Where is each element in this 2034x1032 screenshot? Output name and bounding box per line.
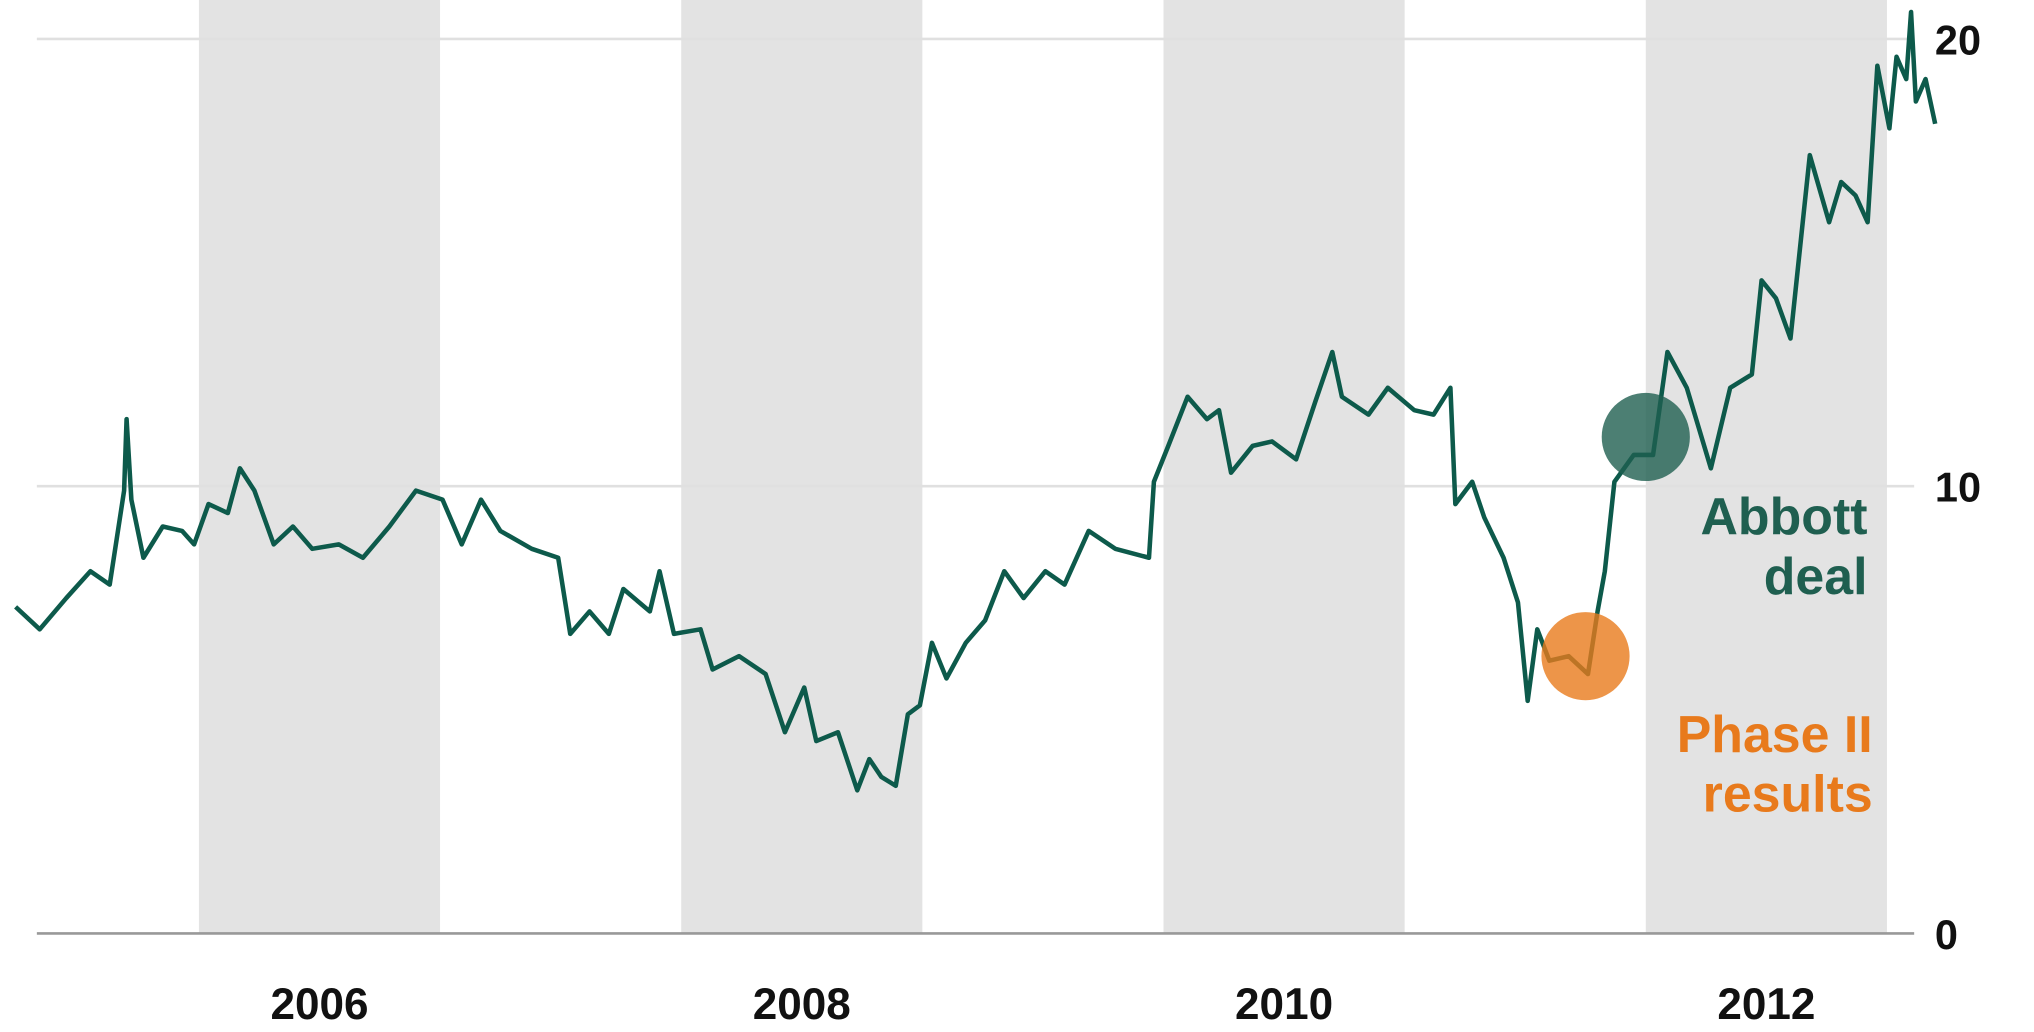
y-tick-label: 10	[1935, 464, 1981, 511]
year-band	[1163, 0, 1405, 934]
year-band	[681, 0, 923, 934]
x-tick-label: 2010	[1235, 980, 1333, 1029]
year-band	[198, 0, 441, 934]
annotation-marker	[1601, 392, 1690, 482]
annotation-text: Phase II	[1677, 705, 1873, 763]
price-line	[14, 9, 1938, 793]
year-band	[1645, 0, 1887, 934]
y-tick-label: 20	[1935, 16, 1981, 63]
annotation-marker	[1541, 612, 1630, 701]
annotation-text: Abbott	[1701, 487, 1868, 545]
annotation-text: deal	[1764, 547, 1868, 605]
y-tick-label: 0	[1935, 911, 1958, 958]
x-tick-label: 2008	[753, 980, 851, 1029]
x-tick-label: 2006	[270, 980, 368, 1029]
annotation-text: results	[1703, 765, 1873, 823]
x-tick-label: 2012	[1717, 980, 1815, 1029]
